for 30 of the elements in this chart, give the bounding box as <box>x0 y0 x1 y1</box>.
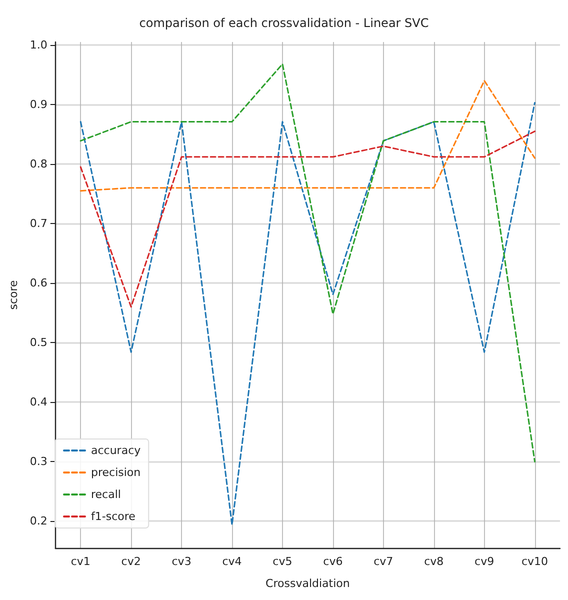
chart-title: comparison of each crossvalidation - Linear SVC <box>139 16 429 30</box>
x-tick-label: cv4 <box>222 555 242 568</box>
x-axis-title: Crossvaldiation <box>266 577 350 590</box>
y-tick-label: 0.6 <box>30 276 48 290</box>
x-tick-label: cv1 <box>70 555 90 568</box>
y-tick-label: 0.5 <box>30 336 48 350</box>
y-tick-label: 0.9 <box>30 98 48 112</box>
line-series <box>80 80 536 192</box>
x-tick-label: cv8 <box>424 555 444 568</box>
y-tick-label: 0.4 <box>30 396 48 409</box>
legend-label: recall <box>91 488 121 501</box>
y-tick-label: 0.3 <box>30 455 48 468</box>
x-tick-label: cv9 <box>474 555 494 568</box>
legend-label: precision <box>91 466 141 479</box>
x-tick-label: cv6 <box>323 555 343 568</box>
line-series <box>80 102 536 526</box>
y-axis-title: score <box>7 280 20 310</box>
y-tick-label: 1.0 <box>30 38 48 52</box>
x-tick-label: cv2 <box>121 555 141 568</box>
y-tick-label: 0.7 <box>30 217 48 230</box>
y-tick-label: 0.2 <box>30 514 48 528</box>
x-tick-label: cv3 <box>172 555 192 568</box>
legend-label: accuracy <box>91 444 142 457</box>
x-tick-label: cv7 <box>374 555 394 568</box>
line-series <box>80 63 536 462</box>
line-series <box>80 130 536 308</box>
x-tick-label: cv10 <box>521 555 548 568</box>
x-tick-label: cv5 <box>272 555 292 568</box>
legend-label: f1-score <box>91 510 136 523</box>
y-tick-label: 0.8 <box>30 158 48 171</box>
